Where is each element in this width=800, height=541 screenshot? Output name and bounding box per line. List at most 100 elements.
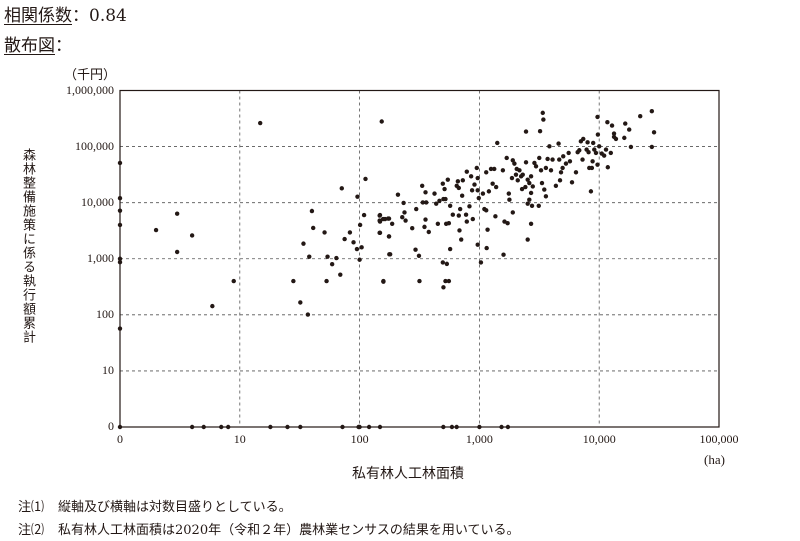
data-point: [533, 164, 539, 169]
data-point: [464, 169, 470, 174]
data-point: [506, 191, 512, 196]
x-tick-label: 0: [117, 432, 123, 446]
data-point: [548, 168, 554, 173]
data-point: [354, 246, 360, 252]
data-point: [257, 120, 263, 126]
data-point: [174, 211, 180, 216]
data-point: [528, 221, 534, 226]
data-point: [585, 140, 590, 145]
data-point: [355, 194, 360, 199]
data-point: [622, 135, 627, 141]
data-point: [441, 285, 446, 290]
scatter-label: 散布図: [4, 36, 55, 56]
data-point: [495, 140, 500, 146]
data-point: [268, 424, 273, 430]
data-point: [419, 183, 425, 188]
note-1: 注⑴ 縦軸及び横軸は対数目盛りとしている。: [18, 496, 292, 515]
data-point: [446, 278, 452, 284]
data-point: [490, 181, 495, 186]
data-point: [457, 206, 463, 212]
data-point: [500, 168, 506, 173]
data-point: [424, 200, 429, 205]
data-point: [501, 252, 506, 257]
data-point: [432, 191, 437, 196]
data-point: [592, 147, 597, 152]
data-point: [477, 424, 482, 430]
data-point: [649, 108, 655, 114]
data-point: [381, 279, 386, 284]
data-point: [486, 189, 492, 194]
data-point: [305, 312, 311, 317]
data-point: [480, 191, 486, 196]
data-point: [517, 168, 522, 173]
x-tick-label: 100,000: [699, 432, 739, 446]
data-point: [153, 227, 159, 233]
data-point: [117, 208, 123, 213]
data-point: [530, 184, 535, 189]
data-point: [440, 181, 446, 186]
data-point: [627, 127, 632, 132]
data-point: [357, 222, 363, 228]
data-point: [437, 198, 442, 203]
data-point: [387, 252, 393, 257]
data-point: [538, 168, 544, 173]
data-point: [339, 186, 344, 191]
y-tick-label: 10,000: [81, 194, 114, 209]
data-point: [588, 189, 594, 194]
data-point: [529, 203, 535, 208]
data-point: [435, 221, 441, 226]
x-unit-label: (ha): [704, 452, 725, 467]
y-tick-label: 100,000: [75, 138, 114, 153]
data-point: [389, 221, 395, 226]
data-point: [443, 278, 448, 284]
data-point: [469, 188, 475, 193]
data-point: [512, 161, 517, 166]
data-point: [459, 237, 464, 242]
data-point: [447, 246, 453, 252]
data-point: [285, 424, 290, 430]
data-point: [580, 157, 585, 162]
data-point: [379, 119, 384, 124]
data-point: [550, 157, 555, 162]
data-point: [338, 272, 343, 277]
data-point: [595, 132, 601, 137]
data-point: [422, 224, 427, 230]
data-point: [117, 424, 123, 430]
data-point: [605, 165, 611, 170]
x-axis-label: 私有林人工林面積: [352, 466, 464, 482]
plot-frame: [119, 89, 720, 428]
data-point: [342, 236, 347, 242]
y-tick-label: 10: [102, 362, 114, 377]
data-point: [475, 175, 480, 181]
data-point: [540, 110, 545, 116]
data-point: [543, 194, 549, 199]
data-point: [445, 177, 451, 182]
data-point: [402, 210, 407, 215]
data-point: [611, 134, 617, 140]
data-point: [525, 177, 530, 182]
data-point: [567, 159, 573, 164]
data-point: [460, 178, 466, 183]
data-point: [560, 165, 565, 171]
data-point: [201, 424, 206, 430]
data-point: [434, 201, 439, 206]
data-point: [456, 213, 461, 218]
data-point: [563, 161, 569, 166]
data-point: [403, 218, 408, 223]
data-point: [377, 230, 382, 236]
data-point: [329, 261, 335, 267]
data-point: [456, 185, 461, 191]
data-point: [444, 261, 450, 267]
data-point: [601, 153, 607, 158]
data-point: [423, 217, 428, 222]
data-point: [386, 216, 392, 221]
data-point: [541, 117, 546, 122]
data-point: [386, 234, 392, 239]
data-point: [595, 114, 600, 120]
data-point: [361, 212, 367, 218]
data-point: [117, 160, 123, 166]
data-point: [484, 170, 489, 175]
data-point: [357, 424, 362, 430]
data-point: [566, 150, 571, 156]
